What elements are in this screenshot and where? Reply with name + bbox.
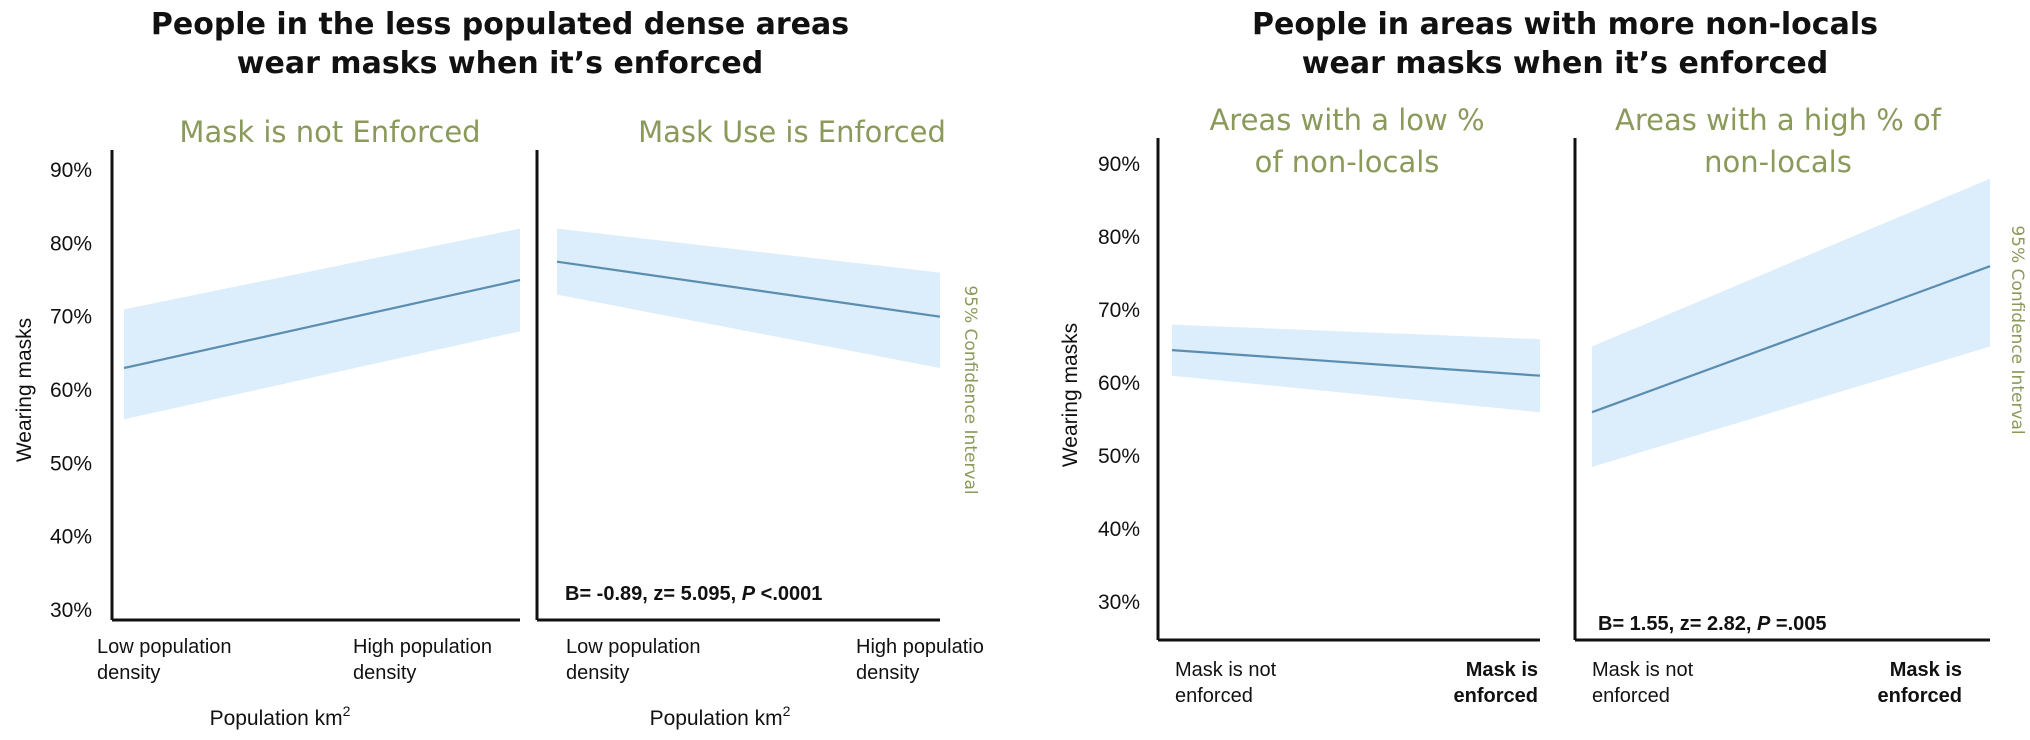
panel-title-line: Mask Use is Enforced [638, 115, 946, 149]
x-category-label: Mask is not [1592, 659, 1694, 681]
regression-line [1171, 349, 1541, 377]
stat-annotation: B= 1.55, z= 2.82, P =.005 [1598, 613, 1827, 635]
confidence-interval-label: 95% Confidence Interval [960, 285, 980, 494]
y-tick-label: 70% [1098, 299, 1140, 322]
x-category-label: enforced [1454, 685, 1538, 707]
chart-title-line: wear masks when it’s enforced [1302, 46, 1828, 81]
x-category-label: Mask is [1466, 659, 1538, 681]
x-category-label: Low population [97, 636, 232, 658]
y-tick-label: 70% [50, 306, 92, 329]
stat-suffix: <.0001 [755, 583, 822, 605]
panel-title-line: Areas with a high % of [1615, 103, 1942, 137]
x-category-label: High population [353, 636, 492, 658]
regression-line [1591, 265, 1991, 414]
y-tick-label: 50% [50, 452, 92, 475]
x-axis-title-main: Population km [210, 707, 343, 730]
x-category-label: High populatio [856, 636, 984, 658]
stat-p: P [742, 583, 756, 605]
chart-title-line: wear masks when it’s enforced [237, 46, 763, 81]
panel-title-line: non-locals [1704, 145, 1852, 179]
confidence-band [557, 228, 940, 368]
x-category-label: density [97, 662, 160, 684]
x-axis-title-superscript: 2 [783, 703, 791, 719]
regression-line [123, 278, 521, 370]
x-category-label: enforced [1592, 685, 1670, 707]
stat-annotation: B= -0.89, z= 5.095, P <.0001 [565, 583, 822, 605]
y-tick-label: 80% [1098, 226, 1140, 249]
x-axis-title: Population km2 [210, 703, 351, 730]
stat-prefix: B= 1.55, z= 2.82, [1598, 613, 1757, 635]
y-tick-label: 30% [50, 599, 92, 622]
chart-2: People in areas with more non-locals wear… [1059, 7, 2027, 707]
y-tick-label: 60% [1098, 372, 1140, 395]
y-tick-label: 50% [1098, 445, 1140, 468]
panel-2: Mask Use is Enforced Low population densit… [535, 115, 984, 684]
x-category-label: enforced [1878, 685, 1962, 707]
x-axis-title-main: Population km [650, 707, 783, 730]
confidence-interval-label: 95% Confidence Interval [2007, 225, 2027, 434]
x-axis-title: Population km2 [650, 703, 791, 730]
stat-suffix: =.005 [1770, 613, 1826, 635]
regression-line [556, 260, 941, 318]
panel-title-line: Mask is not Enforced [179, 115, 480, 149]
y-tick-label: 40% [1098, 518, 1140, 541]
x-axis-title-superscript: 2 [343, 703, 351, 719]
x-category-label: Mask is not [1175, 659, 1277, 681]
chart-title-line: People in the less populated dense areas [151, 7, 849, 42]
y-tick-label: 90% [1098, 153, 1140, 176]
y-axis-label: Wearing masks [13, 318, 36, 462]
x-category-label: Low population [566, 636, 701, 658]
y-axis-label: Wearing masks [1059, 323, 1082, 467]
y-tick-label: 60% [50, 379, 92, 402]
chart-title-line: People in areas with more non-locals [1252, 7, 1878, 42]
confidence-band [1592, 178, 1990, 467]
stat-prefix: B= -0.89, z= 5.095, [565, 583, 742, 605]
panel-1: Areas with a low % of non-locals Mask is n… [1156, 103, 1541, 707]
panel-title-line: of non-locals [1255, 145, 1440, 179]
y-tick-label: 90% [50, 159, 92, 182]
x-category-label: enforced [1175, 685, 1253, 707]
x-category-label: density [566, 662, 629, 684]
y-tick-label: 80% [50, 232, 92, 255]
chart-1: People in the less populated dense areas… [13, 7, 984, 730]
x-category-label: Mask is [1890, 659, 1962, 681]
x-category-label: density [353, 662, 416, 684]
y-tick-label: 30% [1098, 591, 1140, 614]
panel-title-line: Areas with a low % [1209, 103, 1484, 137]
panel-2: Areas with a high % of non-locals Mask is … [1573, 103, 1991, 707]
panel-1: Mask is not Enforced Low population densit… [97, 115, 521, 684]
confidence-band [1172, 324, 1540, 413]
x-category-label: density [856, 662, 919, 684]
stat-p: P [1757, 613, 1771, 635]
y-tick-label: 40% [50, 526, 92, 549]
